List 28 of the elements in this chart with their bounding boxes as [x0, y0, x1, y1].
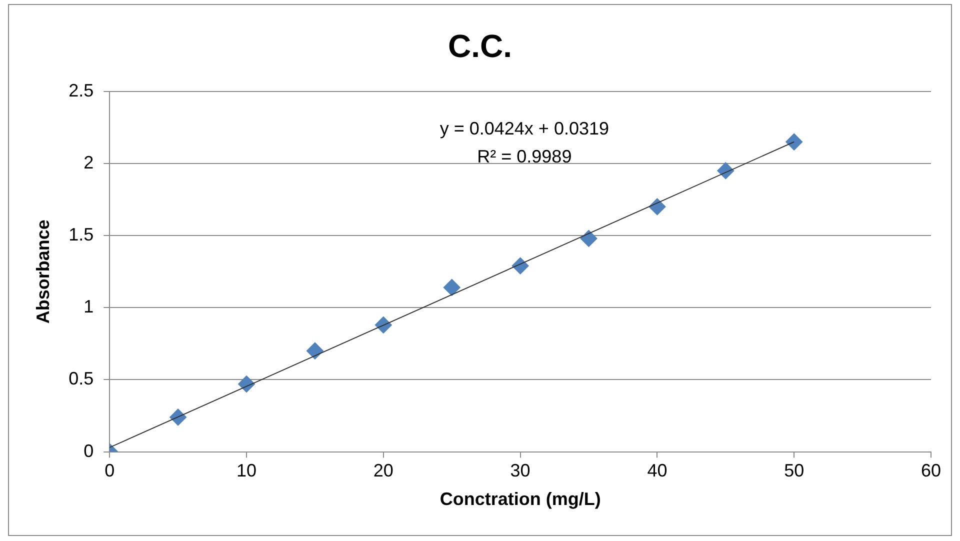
point — [374, 316, 392, 334]
point — [717, 162, 734, 180]
y-tick-label: 1.5 — [68, 224, 94, 245]
x-tick-label: 60 — [920, 460, 942, 481]
y-tick-label: 0.5 — [68, 368, 94, 389]
point — [786, 133, 803, 150]
y-tick-label: 0 — [84, 440, 94, 461]
y-tick-label: 1 — [84, 296, 94, 317]
x-tick-label: 50 — [784, 460, 804, 481]
y-tick-label: 2 — [84, 152, 94, 172]
x-tick-label: 20 — [373, 460, 394, 481]
annotation: R² = 0.9989 — [477, 146, 572, 166]
point — [170, 408, 187, 426]
point — [648, 198, 666, 216]
x-axis-title: Conctration (mg/L) — [440, 489, 601, 510]
chart-title: C.C. — [448, 28, 512, 64]
y-tick-label: 2.5 — [68, 80, 94, 100]
x-tick-label: 40 — [647, 460, 668, 481]
y-axis-title: Absorbance — [32, 220, 53, 324]
x-tick-label: 30 — [510, 460, 530, 481]
point — [238, 376, 256, 393]
point — [443, 278, 460, 296]
point — [306, 342, 324, 360]
x-tick-label: 0 — [104, 460, 115, 481]
point — [580, 230, 598, 247]
x-tick-label: 10 — [236, 460, 257, 481]
point — [512, 257, 529, 274]
annotation: y = 0.0424x + 0.0319 — [440, 118, 609, 138]
